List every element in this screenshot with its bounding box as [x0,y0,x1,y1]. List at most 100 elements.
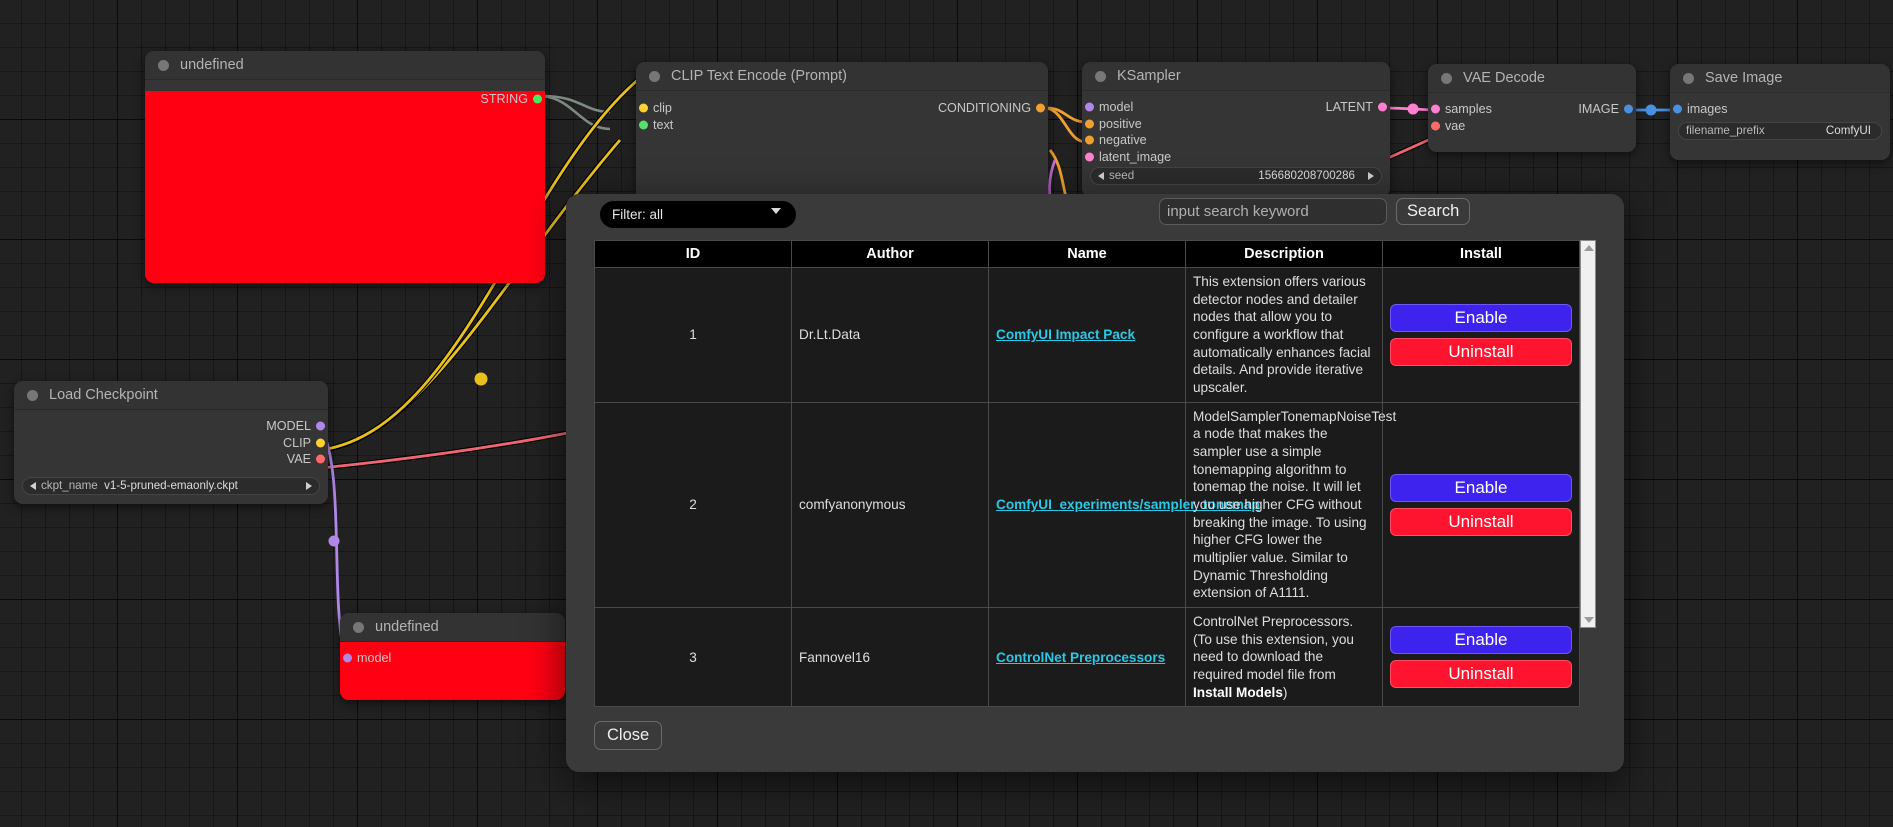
table-vertical-scrollbar[interactable] [1580,240,1596,628]
decrement-arrow-icon[interactable] [30,481,36,490]
input-pin-text-icon[interactable] [639,120,648,130]
node-output-conditioning[interactable]: CONDITIONING [636,100,1048,117]
uninstall-button[interactable]: Uninstall [1390,660,1572,689]
output-pin-conditioning-icon[interactable] [1036,103,1045,113]
increment-arrow-icon[interactable] [306,481,312,490]
node-clip-text-encode[interactable]: CLIP Text Encode (Prompt) clip text COND… [636,62,1048,212]
input-label: text [653,117,674,132]
node-undefined-string[interactable]: undefined STRING [145,51,545,283]
output-pin-clip-icon[interactable] [316,438,325,448]
increment-arrow-icon[interactable] [1368,171,1374,180]
node-body: clip text CONDITIONING [636,91,1048,212]
node-title-bar[interactable]: KSampler [1082,62,1390,91]
node-load-checkpoint[interactable]: Load Checkpoint MODEL CLIP VAE ckpt_name… [14,381,328,504]
widget-ckpt-name[interactable]: ckpt_name v1-5-pruned-emaonly.ckpt [22,476,320,495]
input-pin-positive-icon[interactable] [1085,119,1094,129]
output-pin-image-icon[interactable] [1624,104,1633,114]
output-label: LATENT [1325,99,1373,114]
table-row: 3 Fannovel16 ControlNet Preprocessors Co… [594,607,1580,708]
input-label: positive [1099,116,1142,131]
enable-button[interactable]: Enable [1390,303,1572,332]
output-pin-model-icon[interactable] [316,421,325,431]
input-pin-samples-icon[interactable] [1431,104,1440,114]
output-label: MODEL [266,419,311,434]
node-title-label: Load Checkpoint [49,387,158,403]
node-output-clip[interactable]: CLIP [14,435,328,452]
input-pin-images-icon[interactable] [1673,104,1682,114]
column-header-name: Name [988,240,1186,268]
input-label: model [357,651,392,666]
node-collapse-dot[interactable] [1095,70,1106,82]
node-collapse-dot[interactable] [649,70,660,82]
node-collapse-dot[interactable] [1441,72,1452,84]
enable-button[interactable]: Enable [1390,626,1572,655]
node-title-label: undefined [180,57,244,73]
node-input-clip[interactable]: clip [636,100,1048,117]
node-input-negative[interactable]: negative [1082,132,1390,149]
node-collapse-dot[interactable] [27,389,38,401]
node-output-vae[interactable]: VAE [14,451,328,468]
input-pin-model-icon[interactable] [343,653,352,663]
node-input-samples[interactable]: samples [1428,101,1636,118]
widget-filename-prefix[interactable]: filename_prefix ComfyUI [1678,121,1882,140]
node-output-string[interactable]: STRING [145,91,545,108]
node-collapse-dot[interactable] [353,621,364,633]
enable-button[interactable]: Enable [1390,473,1572,502]
node-input-model[interactable]: model [340,650,565,667]
node-input-vae[interactable]: vae [1428,118,1636,135]
search-input[interactable] [1159,198,1387,225]
uninstall-button[interactable]: Uninstall [1390,337,1572,366]
node-input-images[interactable]: images [1670,101,1890,118]
widget-name: seed [1109,169,1135,183]
table-header-row: ID Author Name Description Install [594,240,1580,268]
scroll-down-arrow-icon[interactable] [1584,617,1594,623]
dialog-toolbar: Filter: allFilter: installedFilter: not-… [566,194,1624,256]
input-pin-clip-icon[interactable] [639,103,648,113]
widget-value: 156680208700286 [1258,169,1355,183]
widget-seed[interactable]: seed 156680208700286 [1090,166,1382,185]
input-pin-latent-image-icon[interactable] [1085,152,1094,162]
output-pin-latent-icon[interactable] [1378,102,1387,112]
node-title-label: undefined [375,619,439,635]
column-header-install: Install [1382,240,1580,268]
cell-install: Enable Uninstall [1382,401,1580,609]
node-input-model[interactable]: model [1082,99,1390,116]
output-pin-string-icon[interactable] [533,94,542,104]
uninstall-button[interactable]: Uninstall [1390,507,1572,536]
cell-name: ComfyUI_experiments/sampler_tonemap [988,401,1260,609]
node-collapse-dot[interactable] [158,59,169,71]
node-title-bar[interactable]: VAE Decode [1428,64,1636,93]
input-pin-negative-icon[interactable] [1085,135,1094,145]
node-output-image[interactable]: IMAGE [1428,101,1636,118]
node-vae-decode[interactable]: VAE Decode samples vae IMAGE [1428,64,1636,152]
extension-link[interactable]: ControlNet Preprocessors [996,649,1166,665]
node-save-image[interactable]: Save Image images filename_prefix ComfyU… [1670,64,1890,160]
decrement-arrow-icon[interactable] [1098,171,1104,180]
input-label: negative [1099,133,1147,148]
node-input-positive[interactable]: positive [1082,116,1390,133]
input-pin-model-icon[interactable] [1085,102,1094,112]
search-button[interactable]: Search [1396,198,1471,225]
node-input-text[interactable]: text [636,117,1048,134]
node-title-bar[interactable]: undefined [340,613,565,642]
node-output-latent[interactable]: LATENT [1082,98,1390,115]
input-pin-vae-icon[interactable] [1431,121,1440,131]
node-title-bar[interactable]: Save Image [1670,64,1890,93]
extension-link[interactable]: ComfyUI Impact Pack [996,327,1136,343]
node-title-bar[interactable]: Load Checkpoint [14,381,328,410]
node-collapse-dot[interactable] [1683,72,1694,84]
filter-select[interactable]: Filter: allFilter: installedFilter: not-… [600,201,796,228]
node-title-bar[interactable]: undefined [145,51,545,80]
cell-author: comfyanonymous [791,401,989,609]
node-ksampler[interactable]: KSampler model positive negative latent_… [1082,62,1390,197]
close-button[interactable]: Close [594,721,663,750]
node-title-bar[interactable]: CLIP Text Encode (Prompt) [636,62,1048,91]
column-header-id: ID [594,240,792,268]
widget-name: ckpt_name [41,479,98,493]
node-input-latent-image[interactable]: latent_image [1082,149,1390,166]
output-pin-vae-icon[interactable] [316,454,325,464]
node-undefined-model[interactable]: undefined model [340,613,565,700]
node-output-model[interactable]: MODEL [14,418,328,435]
scroll-up-arrow-icon[interactable] [1584,245,1594,251]
